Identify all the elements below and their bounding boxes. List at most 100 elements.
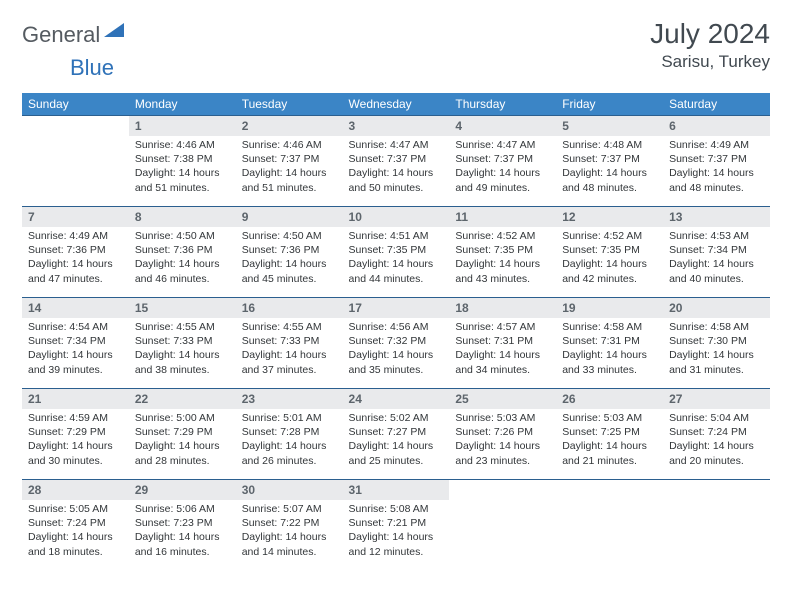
day-number-cell: 31 bbox=[343, 480, 450, 501]
day-number: 20 bbox=[669, 301, 682, 315]
day-number: 17 bbox=[349, 301, 362, 315]
day-detail-text: Sunrise: 4:59 AM Sunset: 7:29 PM Dayligh… bbox=[28, 412, 113, 467]
day-body-cell bbox=[449, 500, 556, 570]
day-body-cell: Sunrise: 5:07 AM Sunset: 7:22 PM Dayligh… bbox=[236, 500, 343, 570]
day-detail-text: Sunrise: 4:50 AM Sunset: 7:36 PM Dayligh… bbox=[242, 230, 327, 285]
day-number: 22 bbox=[135, 392, 148, 406]
calendar-page: General July 2024 Sarisu, Turkey Blue Su… bbox=[0, 0, 792, 612]
day-number: 26 bbox=[562, 392, 575, 406]
day-body-cell: Sunrise: 5:05 AM Sunset: 7:24 PM Dayligh… bbox=[22, 500, 129, 570]
day-body-cell: Sunrise: 4:47 AM Sunset: 7:37 PM Dayligh… bbox=[449, 136, 556, 207]
day-detail-text: Sunrise: 5:07 AM Sunset: 7:22 PM Dayligh… bbox=[242, 503, 327, 558]
day-body-cell: Sunrise: 5:06 AM Sunset: 7:23 PM Dayligh… bbox=[129, 500, 236, 570]
day-body-cell: Sunrise: 5:01 AM Sunset: 7:28 PM Dayligh… bbox=[236, 409, 343, 480]
day-detail-text: Sunrise: 4:47 AM Sunset: 7:37 PM Dayligh… bbox=[455, 139, 540, 194]
col-header: Sunday bbox=[22, 93, 129, 116]
day-body-cell: Sunrise: 5:03 AM Sunset: 7:25 PM Dayligh… bbox=[556, 409, 663, 480]
day-number-cell: 3 bbox=[343, 116, 450, 137]
day-body-cell: Sunrise: 4:55 AM Sunset: 7:33 PM Dayligh… bbox=[236, 318, 343, 389]
day-number: 29 bbox=[135, 483, 148, 497]
day-detail-text: Sunrise: 5:00 AM Sunset: 7:29 PM Dayligh… bbox=[135, 412, 220, 467]
day-number-cell: 14 bbox=[22, 298, 129, 319]
day-body-row: Sunrise: 4:49 AM Sunset: 7:36 PM Dayligh… bbox=[22, 227, 770, 298]
day-number-row: 78910111213 bbox=[22, 207, 770, 228]
day-number: 24 bbox=[349, 392, 362, 406]
brand-text-2-wrap: Blue bbox=[22, 55, 770, 81]
day-number: 31 bbox=[349, 483, 362, 497]
day-number-cell: 11 bbox=[449, 207, 556, 228]
day-number: 28 bbox=[28, 483, 41, 497]
day-number-cell: 15 bbox=[129, 298, 236, 319]
day-body-cell: Sunrise: 4:52 AM Sunset: 7:35 PM Dayligh… bbox=[556, 227, 663, 298]
day-detail-text: Sunrise: 4:52 AM Sunset: 7:35 PM Dayligh… bbox=[562, 230, 647, 285]
day-number-cell: 22 bbox=[129, 389, 236, 410]
day-body-cell: Sunrise: 5:02 AM Sunset: 7:27 PM Dayligh… bbox=[343, 409, 450, 480]
day-body-cell: Sunrise: 4:54 AM Sunset: 7:34 PM Dayligh… bbox=[22, 318, 129, 389]
day-number: 3 bbox=[349, 119, 356, 133]
day-number: 25 bbox=[455, 392, 468, 406]
day-number-cell: 26 bbox=[556, 389, 663, 410]
day-body-cell: Sunrise: 4:46 AM Sunset: 7:37 PM Dayligh… bbox=[236, 136, 343, 207]
day-number-cell: 20 bbox=[663, 298, 770, 319]
day-detail-text: Sunrise: 4:55 AM Sunset: 7:33 PM Dayligh… bbox=[242, 321, 327, 376]
day-number: 11 bbox=[455, 210, 468, 224]
day-header-row: Sunday Monday Tuesday Wednesday Thursday… bbox=[22, 93, 770, 116]
day-detail-text: Sunrise: 5:08 AM Sunset: 7:21 PM Dayligh… bbox=[349, 503, 434, 558]
day-number: 1 bbox=[135, 119, 142, 133]
day-body-cell: Sunrise: 4:49 AM Sunset: 7:36 PM Dayligh… bbox=[22, 227, 129, 298]
day-number-cell: 5 bbox=[556, 116, 663, 137]
calendar-body: 123456Sunrise: 4:46 AM Sunset: 7:38 PM D… bbox=[22, 116, 770, 571]
day-number-cell: 16 bbox=[236, 298, 343, 319]
day-detail-text: Sunrise: 5:06 AM Sunset: 7:23 PM Dayligh… bbox=[135, 503, 220, 558]
day-body-row: Sunrise: 4:59 AM Sunset: 7:29 PM Dayligh… bbox=[22, 409, 770, 480]
day-number-cell: 12 bbox=[556, 207, 663, 228]
day-number-cell: 23 bbox=[236, 389, 343, 410]
day-number-cell: 27 bbox=[663, 389, 770, 410]
day-number: 5 bbox=[562, 119, 569, 133]
day-body-cell: Sunrise: 4:56 AM Sunset: 7:32 PM Dayligh… bbox=[343, 318, 450, 389]
day-number-cell: 29 bbox=[129, 480, 236, 501]
day-number-cell: 17 bbox=[343, 298, 450, 319]
day-number: 23 bbox=[242, 392, 255, 406]
day-body-cell bbox=[22, 136, 129, 207]
day-number: 7 bbox=[28, 210, 35, 224]
day-number-row: 1415 16 17 18 19 20 bbox=[22, 298, 770, 319]
day-body-row: Sunrise: 4:46 AM Sunset: 7:38 PM Dayligh… bbox=[22, 136, 770, 207]
day-body-cell: Sunrise: 4:58 AM Sunset: 7:30 PM Dayligh… bbox=[663, 318, 770, 389]
day-detail-text: Sunrise: 5:03 AM Sunset: 7:26 PM Dayligh… bbox=[455, 412, 540, 467]
day-body-cell: Sunrise: 4:58 AM Sunset: 7:31 PM Dayligh… bbox=[556, 318, 663, 389]
day-number: 12 bbox=[562, 210, 575, 224]
day-number: 18 bbox=[455, 301, 468, 315]
day-detail-text: Sunrise: 4:46 AM Sunset: 7:37 PM Dayligh… bbox=[242, 139, 327, 194]
day-detail-text: Sunrise: 4:49 AM Sunset: 7:37 PM Dayligh… bbox=[669, 139, 754, 194]
day-detail-text: Sunrise: 4:52 AM Sunset: 7:35 PM Dayligh… bbox=[455, 230, 540, 285]
day-body-cell bbox=[556, 500, 663, 570]
day-body-cell: Sunrise: 4:47 AM Sunset: 7:37 PM Dayligh… bbox=[343, 136, 450, 207]
day-number: 16 bbox=[242, 301, 255, 315]
brand-triangle-icon bbox=[104, 23, 124, 42]
day-body-cell: Sunrise: 5:03 AM Sunset: 7:26 PM Dayligh… bbox=[449, 409, 556, 480]
day-number: 4 bbox=[455, 119, 462, 133]
day-number-cell: 10 bbox=[343, 207, 450, 228]
day-detail-text: Sunrise: 4:53 AM Sunset: 7:34 PM Dayligh… bbox=[669, 230, 754, 285]
day-detail-text: Sunrise: 4:58 AM Sunset: 7:30 PM Dayligh… bbox=[669, 321, 754, 376]
day-body-cell: Sunrise: 4:48 AM Sunset: 7:37 PM Dayligh… bbox=[556, 136, 663, 207]
day-detail-text: Sunrise: 4:56 AM Sunset: 7:32 PM Dayligh… bbox=[349, 321, 434, 376]
day-number-cell bbox=[663, 480, 770, 501]
day-detail-text: Sunrise: 4:57 AM Sunset: 7:31 PM Dayligh… bbox=[455, 321, 540, 376]
brand-logo: General bbox=[22, 22, 126, 48]
day-number-cell: 6 bbox=[663, 116, 770, 137]
day-number-cell: 9 bbox=[236, 207, 343, 228]
day-detail-text: Sunrise: 4:48 AM Sunset: 7:37 PM Dayligh… bbox=[562, 139, 647, 194]
calendar-table: Sunday Monday Tuesday Wednesday Thursday… bbox=[22, 93, 770, 570]
day-number: 10 bbox=[349, 210, 362, 224]
day-number: 13 bbox=[669, 210, 682, 224]
day-number-cell: 28 bbox=[22, 480, 129, 501]
day-body-cell: Sunrise: 4:57 AM Sunset: 7:31 PM Dayligh… bbox=[449, 318, 556, 389]
day-number: 30 bbox=[242, 483, 255, 497]
brand-text-1: General bbox=[22, 22, 100, 48]
day-number-cell: 19 bbox=[556, 298, 663, 319]
day-body-cell: Sunrise: 5:00 AM Sunset: 7:29 PM Dayligh… bbox=[129, 409, 236, 480]
day-detail-text: Sunrise: 4:49 AM Sunset: 7:36 PM Dayligh… bbox=[28, 230, 113, 285]
col-header: Saturday bbox=[663, 93, 770, 116]
